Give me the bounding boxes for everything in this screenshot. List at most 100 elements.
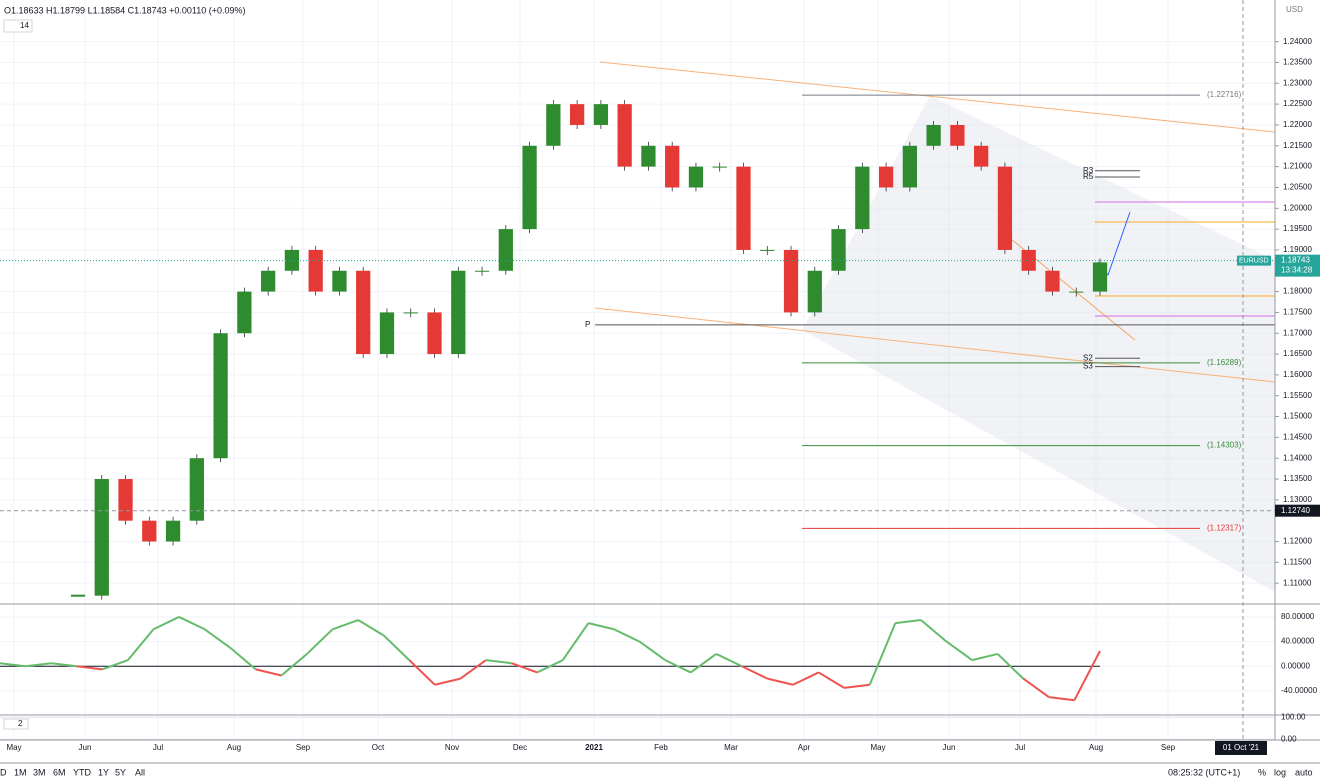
plot [0, 94, 1275, 702]
y-tick-label: 1.14000 [1283, 453, 1312, 462]
osc-segment [895, 619, 922, 625]
x-tick-label: Mar [724, 743, 738, 752]
osc-segment [588, 622, 615, 631]
osc-segment [434, 677, 461, 686]
y-tick-label: 1.15500 [1283, 391, 1312, 400]
crosshair-price: 1.12740 [1281, 506, 1310, 515]
x-tick-label: Nov [445, 743, 459, 752]
currency-button[interactable]: USD [1286, 5, 1303, 14]
candle [498, 229, 513, 271]
y-tick-label: 100.00 [1281, 712, 1306, 721]
candle [237, 291, 252, 334]
candle [332, 270, 347, 292]
range-button[interactable]: D [0, 767, 7, 777]
indicator-input[interactable] [3, 19, 33, 33]
osc-segment [971, 652, 998, 662]
toolbar: 08:25:32 (UTC+1) % log auto D 1M 3M 6M YTD 1Y… [0, 767, 1313, 777]
range-button[interactable]: 1M [14, 767, 27, 777]
osc-segment [153, 616, 180, 631]
y-tick-label: 1.21500 [1283, 141, 1312, 150]
pivot-label: R5 [1083, 172, 1094, 181]
candle [617, 104, 632, 167]
range-button[interactable]: 1Y [98, 767, 109, 777]
candle [165, 520, 181, 542]
pivot-label: S3 [1083, 362, 1093, 371]
y-tick-label: 1.14500 [1283, 432, 1312, 441]
y-tick-label: 1.11500 [1283, 557, 1312, 566]
y-tick-label: 1.16500 [1283, 349, 1312, 358]
osc-segment [767, 677, 794, 686]
y-tick-label: 1.19500 [1283, 224, 1312, 233]
osc-segment [485, 659, 512, 665]
osc-segment [638, 640, 666, 661]
trend-line [599, 61, 1276, 133]
y-tick-label: 1.11000 [1283, 578, 1312, 587]
osc-segment [996, 653, 1024, 680]
candle [760, 249, 775, 251]
osc-segment [25, 662, 52, 668]
osc-segment [690, 653, 717, 674]
candle [902, 145, 917, 188]
candle [878, 166, 894, 188]
osc-segment [306, 628, 334, 655]
candle [569, 104, 585, 125]
range-button[interactable]: 3M [33, 767, 46, 777]
osc-segment [204, 628, 231, 649]
y-tick-label: 0.00 [1281, 734, 1297, 743]
osc-segment [383, 634, 410, 661]
indicator-input-text: 14 [20, 21, 29, 30]
x-tick-label: Jul [153, 743, 163, 752]
price-tag [1275, 254, 1320, 277]
osc-segment [920, 619, 948, 643]
osc-segment [280, 653, 308, 677]
osc-segment [741, 665, 768, 680]
range-button[interactable]: All [135, 767, 145, 777]
candle [427, 312, 442, 355]
x-tick-label: May [6, 743, 21, 752]
osc-segment [332, 619, 359, 631]
crosshair-tag [1275, 504, 1320, 517]
candle [308, 249, 323, 292]
range-button[interactable]: 5Y [115, 767, 126, 777]
candle [546, 104, 561, 146]
y-tick-label: 1.23000 [1283, 78, 1312, 87]
range-button[interactable]: 6M [53, 767, 66, 777]
candle [70, 594, 86, 597]
log-toggle[interactable]: log [1274, 767, 1286, 777]
candle [1069, 291, 1084, 293]
y-tick-label: 1.12000 [1283, 537, 1312, 546]
x-tick-label: 2021 [585, 743, 603, 752]
x-tick-label: Aug [1089, 743, 1103, 752]
pivot-label: S2 [1083, 353, 1093, 362]
auto-toggle[interactable]: auto [1295, 767, 1313, 777]
y-tick-label: 40.00000 [1281, 637, 1315, 646]
trend-line [999, 229, 1136, 341]
candle [1092, 262, 1108, 292]
osc-segment [76, 665, 103, 671]
osc-segment [229, 647, 257, 671]
level-label: (1.12317) [1207, 523, 1242, 532]
candle [807, 270, 822, 313]
y-tick-label: 1.20500 [1283, 183, 1312, 192]
osc-segment [178, 616, 206, 631]
y-tick-label: 1.23500 [1283, 58, 1312, 67]
x-tick-label: Apr [798, 743, 811, 752]
candle [855, 166, 870, 230]
channel [802, 96, 1275, 592]
level-label: (1.14303) [1207, 441, 1242, 450]
candle [736, 166, 751, 250]
osc-segment [408, 659, 436, 686]
clock: 08:25:32 (UTC+1) [1168, 767, 1240, 777]
candle [831, 229, 846, 271]
osc-segment [945, 640, 973, 661]
y-tick-label: 1.13000 [1283, 495, 1312, 504]
range-button[interactable]: YTD [73, 767, 92, 777]
percent-toggle[interactable]: % [1258, 767, 1266, 777]
candle [356, 270, 371, 355]
y-tick-label: 1.16000 [1283, 370, 1312, 379]
y-tick-label: 1.24000 [1283, 37, 1312, 46]
candle [451, 270, 466, 355]
indicator-input[interactable] [3, 718, 29, 730]
candle [261, 270, 276, 292]
candle [974, 145, 989, 167]
